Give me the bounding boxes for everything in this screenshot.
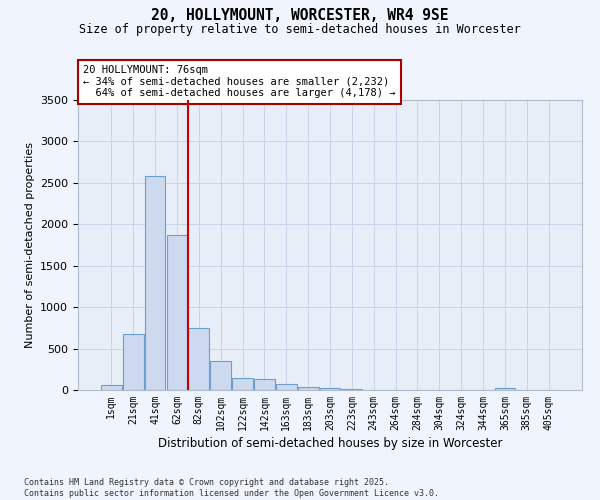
Bar [101,386,122,390]
Text: 20 HOLLYMOUNT: 76sqm
← 34% of semi-detached houses are smaller (2,232)
  64% of : 20 HOLLYMOUNT: 76sqm ← 34% of semi-detac… [83,65,395,98]
Text: Contains HM Land Registry data © Crown copyright and database right 2025.
Contai: Contains HM Land Registry data © Crown c… [24,478,439,498]
Bar [188,328,209,390]
Bar [167,235,187,390]
Bar [254,379,275,390]
Text: 20, HOLLYMOUNT, WORCESTER, WR4 9SE: 20, HOLLYMOUNT, WORCESTER, WR4 9SE [151,8,449,22]
Bar [276,384,296,390]
Text: Size of property relative to semi-detached houses in Worcester: Size of property relative to semi-detach… [79,22,521,36]
Bar [232,378,253,390]
Bar [123,334,143,390]
Bar [298,386,319,390]
Bar [494,388,515,390]
Bar [320,388,340,390]
Bar [145,176,166,390]
Y-axis label: Number of semi-detached properties: Number of semi-detached properties [25,142,35,348]
Bar [210,361,231,390]
Bar [341,389,362,390]
X-axis label: Distribution of semi-detached houses by size in Worcester: Distribution of semi-detached houses by … [158,437,502,450]
